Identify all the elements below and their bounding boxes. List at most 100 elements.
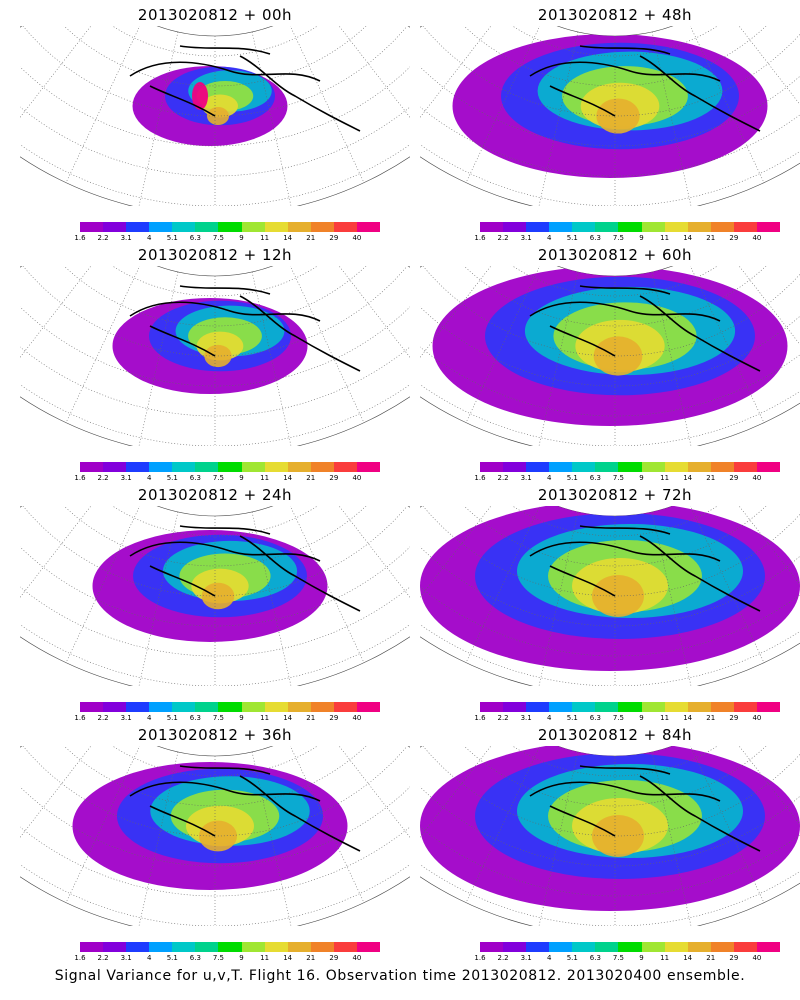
colorbar-level-label: 3.1 — [520, 954, 532, 962]
colorbar-level-label: 11 — [660, 234, 670, 242]
colorbar-level-label: 4 — [546, 954, 552, 962]
colorbar-segment — [756, 462, 781, 472]
colorbar-segment — [687, 462, 711, 472]
variance-map — [20, 506, 410, 686]
colorbar — [480, 462, 781, 472]
map-panel: 2013020812 + 48h 1.6 2.2 3.1 4 5.1 6.3 7.5 9 11 1… — [420, 0, 800, 245]
colorbar-segment — [641, 702, 665, 712]
panel-title: 2013020812 + 48h — [537, 6, 693, 24]
colorbar-level-label: 14 — [683, 234, 693, 242]
colorbar-level-label: 40 — [352, 234, 362, 242]
colorbar-level-label: 14 — [283, 474, 293, 482]
colorbar-segment — [618, 942, 642, 952]
colorbar-level-label: 3.1 — [120, 954, 132, 962]
colorbar-segment — [595, 702, 619, 712]
colorbar-level-label: 21 — [306, 714, 316, 722]
colorbar-level-label: 7.5 — [612, 714, 625, 722]
colorbar-level-label: 3.1 — [120, 714, 132, 722]
colorbar-level-label: 3.1 — [520, 474, 532, 482]
colorbar-segment — [195, 462, 219, 472]
colorbar-level-label: 14 — [683, 714, 693, 722]
colorbar-level-label: 9 — [639, 714, 644, 722]
colorbar-segment — [80, 702, 104, 712]
colorbar-segment — [664, 702, 688, 712]
colorbar-level-label: 7.5 — [212, 474, 225, 482]
colorbar-level-label: 29 — [729, 714, 739, 722]
colorbar-level-label: 1.6 — [474, 474, 486, 482]
colorbar-segment — [618, 462, 642, 472]
colorbar-level-label: 21 — [706, 714, 716, 722]
colorbar-level-label: 7.5 — [612, 234, 625, 242]
colorbar-level-label: 29 — [329, 714, 339, 722]
colorbar-segment — [333, 942, 357, 952]
colorbar-segment — [526, 942, 550, 952]
colorbar-level-label: 29 — [729, 234, 739, 242]
colorbar-segment — [287, 222, 311, 232]
colorbar-segment — [310, 942, 334, 952]
colorbar-level-label: 21 — [306, 474, 316, 482]
colorbar-level-label: 2.2 — [497, 234, 509, 242]
colorbar-level-label: 5.1 — [166, 954, 178, 962]
colorbar — [480, 942, 781, 952]
colorbar-segment — [595, 462, 619, 472]
colorbar-segment — [195, 702, 219, 712]
colorbar-labels: 1.6 2.2 3.1 4 5.1 6.3 7.5 9 11 14 21 29 40 — [74, 474, 380, 484]
colorbar-level-label: 2.2 — [497, 954, 509, 962]
colorbar-level-label: 14 — [283, 234, 293, 242]
colorbar-level-label: 7.5 — [212, 714, 225, 722]
colorbar-segment — [595, 222, 619, 232]
colorbar-level-label: 40 — [752, 234, 762, 242]
panel-title: 2013020812 + 84h — [537, 726, 693, 744]
colorbar-level-label: 1.6 — [474, 234, 486, 242]
colorbar-segment — [480, 222, 504, 232]
colorbar-segment — [218, 462, 242, 472]
colorbar-segment — [641, 942, 665, 952]
colorbar-segment — [733, 702, 757, 712]
colorbar-level-label: 9 — [239, 954, 244, 962]
colorbar-segment — [687, 222, 711, 232]
colorbar-labels: 1.6 2.2 3.1 4 5.1 6.3 7.5 9 11 14 21 29 40 — [474, 714, 780, 724]
colorbar-segment — [618, 222, 642, 232]
colorbar-level-label: 5.1 — [166, 474, 178, 482]
colorbar-level-label: 11 — [260, 234, 270, 242]
colorbar-segment — [310, 462, 334, 472]
colorbar-segment — [264, 702, 288, 712]
colorbar-level-label: 1.6 — [474, 714, 486, 722]
colorbar-level-label: 21 — [306, 954, 316, 962]
colorbar-segment — [549, 942, 573, 952]
colorbar-level-label: 5.1 — [566, 954, 578, 962]
colorbar-segment — [149, 702, 173, 712]
colorbar-level-label: 7.5 — [612, 954, 625, 962]
colorbar-level-label: 5.1 — [566, 234, 578, 242]
colorbar-segment — [149, 222, 173, 232]
colorbar — [80, 702, 381, 712]
colorbar-level-label: 9 — [639, 234, 644, 242]
colorbar-segment — [103, 222, 127, 232]
colorbar-segment — [503, 222, 527, 232]
colorbar-labels: 1.6 2.2 3.1 4 5.1 6.3 7.5 9 11 14 21 29 40 — [474, 474, 780, 484]
variance-map — [420, 506, 800, 686]
colorbar-level-label: 7.5 — [212, 954, 225, 962]
colorbar-segment — [264, 942, 288, 952]
colorbar-segment — [356, 942, 381, 952]
colorbar-segment — [733, 462, 757, 472]
colorbar-segment — [641, 222, 665, 232]
variance-map — [20, 746, 410, 926]
colorbar-level-label: 7.5 — [612, 474, 625, 482]
colorbar-level-label: 1.6 — [474, 954, 486, 962]
colorbar-segment — [549, 702, 573, 712]
colorbar-level-label: 9 — [239, 714, 244, 722]
colorbar-level-label: 21 — [706, 234, 716, 242]
variance-map — [420, 266, 800, 446]
colorbar — [80, 942, 381, 952]
colorbar-level-label: 6.3 — [589, 474, 601, 482]
map-panel: 2013020812 + 60h 1.6 2.2 3.1 4 5.1 6.3 7.5 9 11 1… — [420, 240, 800, 485]
colorbar-segment — [195, 942, 219, 952]
colorbar-level-label: 3.1 — [520, 714, 532, 722]
colorbar-segment — [149, 462, 173, 472]
colorbar-segment — [241, 222, 265, 232]
colorbar-segment — [264, 462, 288, 472]
colorbar-level-label: 40 — [352, 474, 362, 482]
colorbar-segment — [172, 942, 196, 952]
colorbar-level-label: 29 — [329, 234, 339, 242]
